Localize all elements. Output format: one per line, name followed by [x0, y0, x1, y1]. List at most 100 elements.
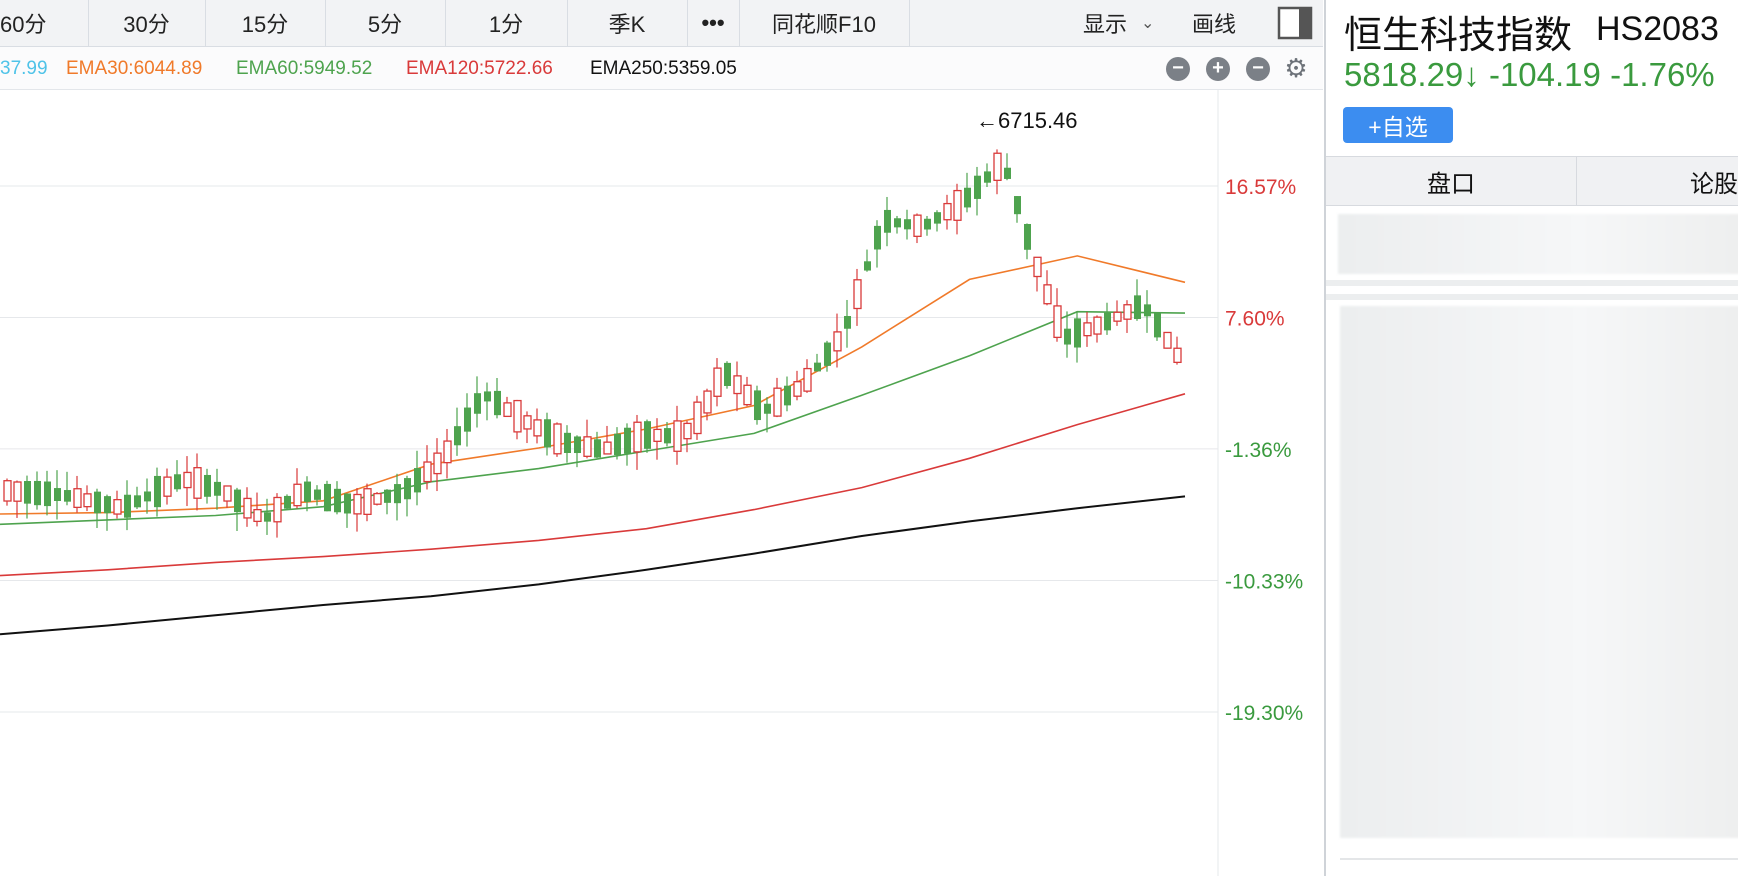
candle-body	[754, 390, 761, 421]
candle-body	[324, 483, 331, 512]
candle-body	[124, 494, 131, 518]
blurred-content	[1338, 214, 1738, 274]
candle-body	[1123, 304, 1132, 320]
add-favorite-button[interactable]: +自选	[1343, 107, 1453, 143]
ema-legend-item: EMA60:5949.52	[236, 58, 373, 79]
ema-line-ema60	[0, 310, 1186, 526]
candle-body	[924, 218, 931, 230]
candle-body	[913, 214, 922, 237]
candle-body	[683, 422, 692, 440]
candle-body	[934, 212, 941, 224]
candle-body	[984, 171, 991, 183]
kline-chart[interactable]: 16.57% 7.60% -1.36% -10.33% -19.30% ←6715.46	[0, 90, 1323, 876]
candle-body	[353, 493, 362, 515]
candle-body	[853, 279, 862, 310]
divider	[1326, 280, 1738, 286]
tab-30min[interactable]: 30分	[88, 0, 206, 46]
period-toolbar: 60分 30分 15分 5分 1分 季K ••• 同花顺F10 显示 ⌄ 画线	[0, 0, 1323, 47]
tab-5min[interactable]: 5分	[325, 0, 446, 46]
collapse-icon[interactable]: −	[1166, 57, 1190, 81]
zoom-out-icon[interactable]: −	[1246, 57, 1270, 81]
candle-body	[653, 428, 662, 442]
panel-toggle-icon[interactable]	[1277, 0, 1313, 46]
candle-body	[1144, 304, 1151, 317]
candle-body	[673, 420, 682, 452]
candle-body	[13, 481, 22, 502]
display-menu[interactable]: 显示 ⌄	[1083, 0, 1154, 46]
tab-order-book[interactable]: 盘口	[1326, 157, 1577, 205]
y-axis-tick-label: 7.60%	[1225, 308, 1285, 331]
candle-body	[743, 384, 752, 406]
quote-panel: 恒生科技指数 HS2083 5818.29↓ -104.19 -1.76% +自…	[1324, 0, 1738, 876]
zoom-in-icon[interactable]: +	[1206, 57, 1230, 81]
candle-body	[454, 426, 461, 446]
candle-body	[1093, 316, 1102, 335]
candle-body	[204, 474, 211, 497]
blurred-content	[1340, 306, 1738, 838]
display-label: 显示	[1083, 12, 1128, 37]
candle-body	[1163, 331, 1172, 349]
divider	[1340, 858, 1738, 860]
candle-body	[404, 478, 411, 500]
candle-body	[104, 496, 111, 514]
more-tabs-button[interactable]: •••	[687, 0, 740, 46]
candle-body	[513, 399, 522, 433]
candle-body	[1024, 223, 1031, 250]
price-change-pct: -1.76%	[1610, 56, 1715, 93]
candle-body	[163, 476, 172, 497]
candle-body	[474, 393, 481, 414]
candle-body	[1134, 295, 1141, 320]
gear-icon[interactable]: ⚙	[1284, 53, 1308, 83]
candle-body	[223, 485, 232, 502]
candle-body	[24, 481, 31, 504]
ema-line-ema120	[0, 393, 1186, 577]
candle-body	[884, 209, 891, 233]
candle-body	[484, 391, 491, 402]
candle-body	[764, 403, 771, 414]
ema-legend-item: EMA120:5722.66	[406, 58, 553, 79]
candle-body	[874, 225, 881, 250]
candle-body	[423, 461, 432, 483]
candle-body	[833, 331, 842, 352]
candle-body	[864, 261, 871, 271]
y-axis-tick-label: -1.36%	[1225, 439, 1292, 462]
candle-body	[3, 480, 12, 502]
candle-body	[703, 390, 712, 414]
candle-body	[633, 421, 642, 453]
candle-body	[494, 390, 501, 416]
ema-legend-item: 37.99	[0, 58, 48, 79]
candle-body	[964, 187, 971, 208]
candle-body	[993, 152, 1002, 181]
y-axis-tick-label: -19.30%	[1225, 702, 1303, 725]
candle-body	[1154, 313, 1161, 338]
candle-body	[174, 474, 181, 490]
candle-body	[144, 491, 151, 502]
candle-body	[1053, 305, 1062, 339]
candle-body	[214, 481, 221, 496]
tab-f10[interactable]: 同花顺F10	[739, 0, 910, 46]
candle-body	[574, 436, 581, 454]
candle-body	[253, 508, 262, 523]
candle-body	[433, 452, 442, 475]
candle-body	[713, 367, 722, 397]
candle-body	[64, 490, 71, 502]
candle-body	[1033, 256, 1042, 278]
candle-body	[1083, 322, 1092, 337]
tab-15min[interactable]: 15分	[205, 0, 326, 46]
draw-label: 画线	[1192, 12, 1237, 37]
tab-quarter-k[interactable]: 季K	[567, 0, 688, 46]
candle-body	[664, 428, 671, 444]
quote-line: 5818.29↓ -104.19 -1.76%	[1344, 56, 1715, 94]
draw-line-button[interactable]: 画线	[1192, 0, 1236, 46]
candle-body	[1173, 347, 1182, 364]
candle-body	[264, 512, 271, 522]
candle-body	[544, 419, 551, 448]
candle-body	[34, 480, 41, 506]
tab-forum[interactable]: 论股堂	[1690, 170, 1738, 198]
ema-legend-bar: 37.99 EMA30:6044.89 EMA60:5949.52 EMA120…	[0, 47, 1323, 90]
tab-1min[interactable]: 1分	[445, 0, 568, 46]
y-axis-tick-label: -10.33%	[1225, 570, 1303, 593]
candle-body	[894, 218, 901, 228]
tab-60min[interactable]: 60分	[0, 0, 89, 46]
candle-body	[344, 493, 351, 514]
